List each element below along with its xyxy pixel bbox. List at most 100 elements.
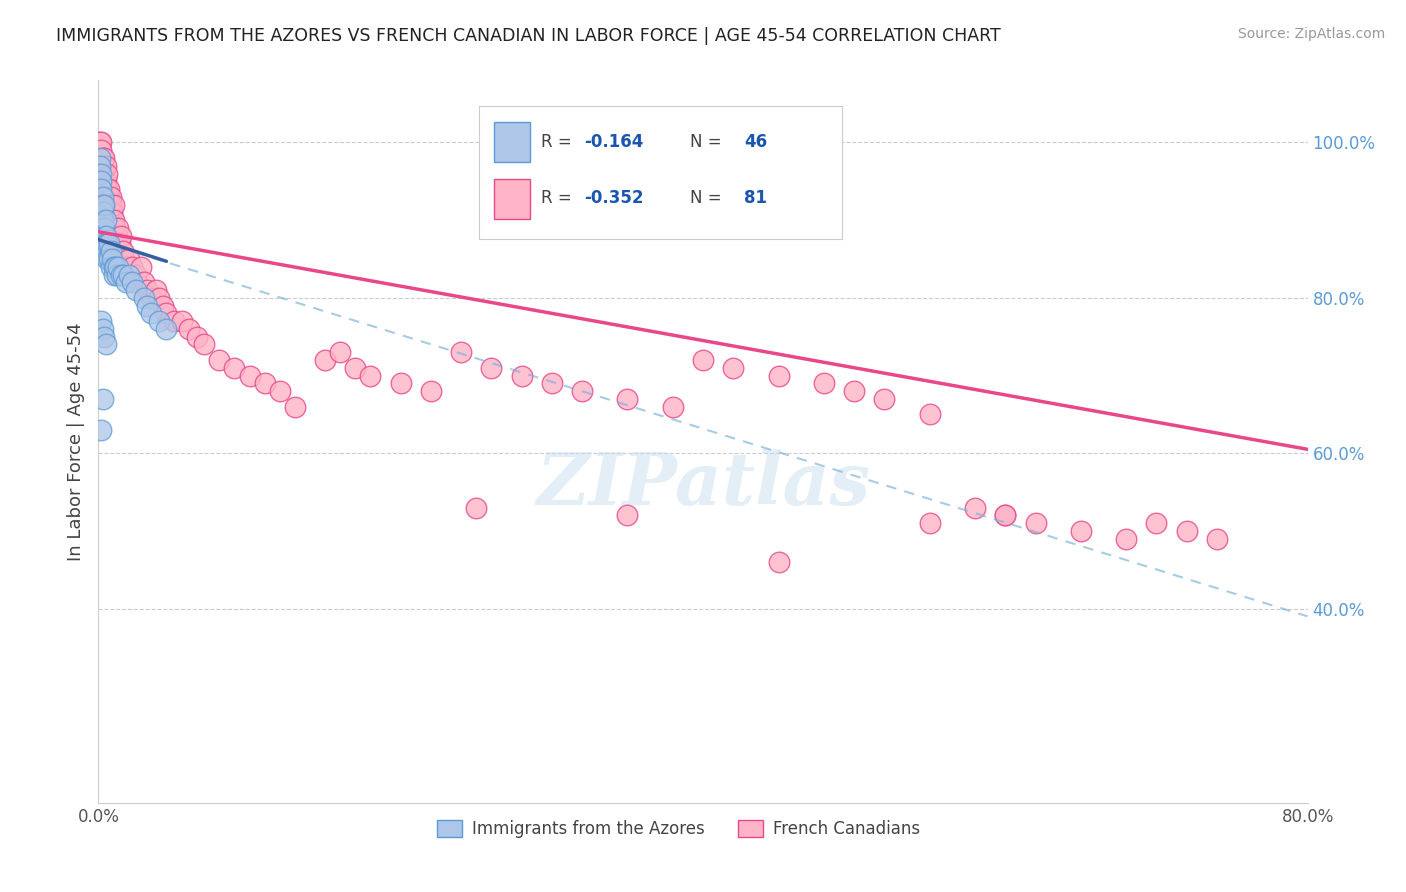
Point — [90, 174, 112, 188]
Point — [89, 159, 111, 173]
Point — [170, 314, 193, 328]
Point — [91, 197, 114, 211]
Point — [994, 508, 1017, 523]
Point — [91, 392, 114, 406]
Point — [101, 205, 124, 219]
Point — [94, 159, 117, 173]
Point — [110, 268, 132, 282]
Point — [93, 236, 115, 251]
Point — [465, 500, 488, 515]
Point — [314, 353, 336, 368]
Point — [813, 376, 835, 391]
Point — [239, 368, 262, 383]
Point — [103, 260, 125, 274]
Point — [96, 252, 118, 266]
Point — [193, 337, 215, 351]
Point — [1175, 524, 1198, 538]
Point — [108, 236, 131, 251]
Point — [129, 260, 152, 274]
Point — [179, 322, 201, 336]
Point — [121, 275, 143, 289]
Point — [1115, 532, 1137, 546]
Point — [94, 228, 117, 243]
Point — [155, 306, 177, 320]
Point — [93, 220, 115, 235]
Point — [110, 228, 132, 243]
Point — [145, 283, 167, 297]
Point — [98, 190, 121, 204]
Point — [105, 268, 128, 282]
Point — [100, 260, 122, 274]
Point — [360, 368, 382, 383]
Point — [163, 314, 186, 328]
Point — [111, 268, 134, 282]
Point — [253, 376, 276, 391]
Point — [329, 345, 352, 359]
Point — [616, 508, 638, 523]
Point — [93, 228, 115, 243]
Point — [155, 322, 177, 336]
Point — [93, 197, 115, 211]
Point — [93, 151, 115, 165]
Point — [94, 244, 117, 259]
Point — [148, 291, 170, 305]
Point — [90, 423, 112, 437]
Point — [94, 213, 117, 227]
Point — [125, 283, 148, 297]
Point — [100, 197, 122, 211]
Point — [481, 360, 503, 375]
Point — [90, 314, 112, 328]
Point — [873, 392, 896, 406]
Point — [100, 244, 122, 259]
Point — [450, 345, 472, 359]
Point — [186, 329, 208, 343]
Point — [208, 353, 231, 368]
Point — [96, 182, 118, 196]
Point — [510, 368, 533, 383]
Point — [125, 268, 148, 282]
Point — [661, 400, 683, 414]
Point — [103, 197, 125, 211]
Point — [96, 236, 118, 251]
Point — [90, 182, 112, 196]
Point — [93, 329, 115, 343]
Y-axis label: In Labor Force | Age 45-54: In Labor Force | Age 45-54 — [66, 322, 84, 561]
Point — [107, 260, 129, 274]
Point — [141, 306, 163, 320]
Point — [141, 291, 163, 305]
Point — [121, 260, 143, 274]
Point — [420, 384, 443, 398]
Point — [1070, 524, 1092, 538]
Point — [692, 353, 714, 368]
Point — [768, 555, 790, 569]
Point — [111, 244, 134, 259]
Point — [112, 252, 135, 266]
Point — [103, 268, 125, 282]
Point — [98, 252, 121, 266]
Point — [540, 376, 562, 391]
Legend: Immigrants from the Azores, French Canadians: Immigrants from the Azores, French Canad… — [430, 814, 927, 845]
Point — [91, 190, 114, 204]
Point — [93, 167, 115, 181]
Point — [118, 268, 141, 282]
Point — [101, 252, 124, 266]
Point — [918, 408, 941, 422]
Point — [91, 205, 114, 219]
Point — [1024, 516, 1046, 530]
Point — [104, 260, 127, 274]
Point — [135, 283, 157, 297]
Point — [844, 384, 866, 398]
Point — [105, 228, 128, 243]
Point — [90, 143, 112, 157]
Point — [616, 392, 638, 406]
Point — [114, 260, 136, 274]
Point — [94, 236, 117, 251]
Point — [94, 337, 117, 351]
Point — [90, 167, 112, 181]
Point — [1144, 516, 1167, 530]
Point — [107, 220, 129, 235]
Point — [152, 299, 174, 313]
Point — [965, 500, 987, 515]
Point — [132, 291, 155, 305]
Point — [994, 508, 1017, 523]
